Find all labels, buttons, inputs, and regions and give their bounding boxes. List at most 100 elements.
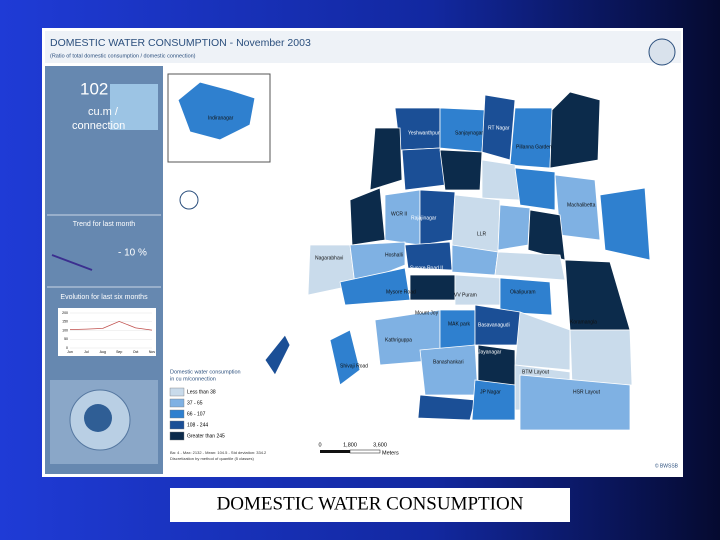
ward-label: JP Nagar — [480, 389, 501, 395]
legend-label: 37 - 65 — [187, 400, 203, 406]
scale-label: 0 — [318, 442, 321, 448]
ward — [481, 159, 521, 201]
x-tick-label: Oct — [133, 350, 138, 354]
logo — [648, 38, 676, 66]
ward-label: Koramangla — [570, 319, 597, 325]
ward — [419, 344, 479, 396]
ward — [439, 309, 476, 351]
trend-line — [69, 320, 153, 331]
x-tick-label: Jun — [67, 350, 73, 354]
ward — [481, 94, 516, 161]
locator-core — [84, 404, 112, 432]
photo — [110, 84, 158, 130]
ward — [439, 149, 483, 191]
y-tick-label: 100 — [62, 328, 68, 332]
legend-label: 108 - 244 — [187, 422, 208, 428]
inset-label: Indiranagar — [208, 115, 234, 121]
ward — [497, 204, 531, 251]
title: DOMESTIC WATER CONSUMPTION - November 20… — [50, 37, 311, 49]
unit: connection — [72, 120, 125, 132]
evolution-title: Evolution for last six months — [60, 294, 148, 301]
x-tick-label: Sep — [116, 350, 122, 354]
ward — [499, 277, 553, 316]
y-tick-label: 150 — [62, 320, 68, 324]
x-tick-label: Aug — [100, 350, 106, 354]
legend-swatch — [169, 420, 185, 430]
unit: cu.m / — [88, 106, 119, 118]
legend-label: 66 - 107 — [187, 411, 206, 417]
legend-label: Less than 38 — [187, 389, 216, 395]
ward — [454, 274, 501, 306]
ward — [519, 374, 631, 431]
ward-label: Basavanagudi — [478, 322, 510, 328]
ward — [549, 91, 601, 169]
ward — [264, 334, 291, 376]
ward-label: LLR — [477, 231, 487, 237]
ward — [409, 274, 456, 301]
scale-label: 3,600 — [373, 442, 387, 448]
y-tick-label: 0 — [66, 346, 68, 350]
ward-label: Sanjaynagar — [455, 130, 483, 136]
trend-title: Trend for last month — [73, 221, 135, 228]
header — [45, 31, 681, 63]
ward — [569, 329, 633, 386]
legend-swatch — [169, 387, 185, 397]
ward-label: WCR II — [391, 211, 407, 217]
ward-label: Nagarabhavi — [315, 255, 343, 261]
trend-arrow — [51, 254, 93, 271]
legend-label: Greater than 245 — [187, 433, 225, 439]
ward-label: HSR Layout — [573, 389, 601, 395]
ward-label: Kathriguppa — [385, 337, 412, 343]
scale-unit: Meters — [382, 450, 399, 456]
legend-title: in cu m/connection — [170, 376, 216, 382]
caption: DOMESTIC WATER CONSUMPTION — [217, 493, 524, 514]
x-tick-label: Jul — [84, 350, 89, 354]
north-arrow — [179, 190, 199, 210]
scale-label: 1,800 — [343, 442, 357, 448]
ward-label: Shivaji Road — [340, 363, 368, 369]
ward-label: RT Nagar — [488, 125, 510, 131]
legend-swatch — [169, 431, 185, 441]
ward-label: Jayanagar — [478, 349, 502, 355]
ward-label: Hoshalli — [385, 252, 403, 258]
ward — [349, 241, 406, 286]
legend-swatch — [169, 398, 185, 408]
ward-label: Mysore Road — [386, 289, 416, 295]
ward-label: Mount Joy — [415, 310, 439, 316]
mini-chart: 0 50 100 150 200 Jun Jul Aug Sep Oct Nov — [58, 308, 156, 356]
ward — [509, 107, 553, 169]
ward-label: VV Puram — [454, 292, 477, 298]
y-tick-label: 50 — [64, 337, 68, 341]
copyright: © BWSSB — [655, 462, 679, 469]
ward-label: Okalipuram — [510, 289, 536, 295]
ward-label: Sysore Road II — [410, 265, 443, 271]
wards — [264, 91, 651, 431]
footnote: Discretization by method of quantile (5 … — [170, 456, 254, 461]
mini-chart-bg — [58, 308, 156, 356]
x-tick-label: Nov — [149, 350, 155, 354]
ward-label: Rajajinagar — [411, 215, 437, 221]
scale-bar: 0 1,800 3,600 Meters — [318, 442, 399, 456]
big-value: 102 — [80, 79, 108, 98]
ward-label: Pillanna Garden — [516, 144, 552, 150]
legend-swatch — [169, 409, 185, 419]
ward — [401, 147, 446, 191]
legend: Less than 38 37 - 65 66 - 107 108 - 244 Grea… — [169, 387, 225, 441]
subtitle: (Ratio of total domestic consumption / d… — [50, 53, 196, 59]
ward — [514, 311, 571, 371]
ward — [329, 329, 361, 386]
ward — [417, 394, 476, 421]
ward — [494, 251, 566, 281]
scale-segment — [349, 449, 381, 454]
ward — [599, 187, 651, 261]
footnote: Ba: 4 - Max: 2132 - Mean: 104.5 - Std de… — [170, 450, 267, 455]
y-tick-label: 200 — [62, 311, 68, 315]
ward-label: Yeshwanthpur — [408, 130, 440, 136]
legend-title: Domestic water consumption — [170, 369, 241, 375]
ward-label: BTM Layout — [522, 369, 550, 375]
caption-box — [170, 488, 570, 522]
ward-label: Banashankari — [433, 359, 464, 365]
ward-label: Machalibetta — [567, 202, 596, 208]
ward — [514, 167, 556, 211]
